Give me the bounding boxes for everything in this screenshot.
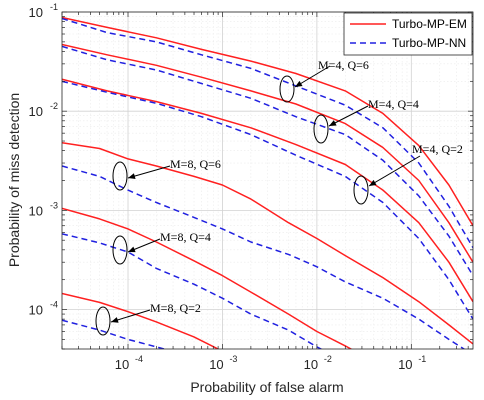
annotation-layer: M=4, Q=6 M=4, Q=4 M=4, Q=2 M=8, Q=6 M=8, Q=4… — [95, 58, 463, 336]
annotation-ellipse — [353, 175, 369, 205]
y-tick-label: 10 — [29, 303, 43, 318]
series-line-em-10 — [62, 292, 220, 349]
annotation-label: M=4, Q=2 — [412, 142, 463, 156]
x-tick-label: 10 — [209, 357, 223, 372]
annotation-arrow — [328, 105, 369, 127]
annotation-arrowhead — [111, 317, 119, 323]
annotation-ellipse — [279, 75, 295, 103]
x-tick-exponent: -4 — [135, 354, 143, 364]
series-line-nn-3 — [62, 45, 473, 276]
ticks-layer: 10 -4 10 -3 10 -2 10 -1 -4 10 -3 10 -2 10 -1 10 — [29, 2, 473, 372]
y-tick-exponent: -2 — [50, 101, 58, 111]
annotation-arrowhead — [128, 173, 136, 179]
x-axis-label: Probability of false alarm — [190, 379, 343, 395]
annotation-ellipse — [313, 114, 329, 144]
x-tick-exponent: -2 — [324, 354, 332, 364]
annotation-ellipse — [112, 161, 128, 191]
annotation-arrowhead — [295, 80, 303, 87]
annotation-arrowhead — [329, 120, 337, 126]
series-line-nn-9 — [62, 233, 323, 349]
x-tick-label: 10 — [304, 357, 318, 372]
annotation-label: M=4, Q=6 — [318, 58, 369, 72]
series-line-nn-5 — [62, 80, 473, 320]
y-axis-label: Probability of miss detection — [6, 93, 22, 267]
x-tick-exponent: -3 — [229, 354, 237, 364]
series-line-em-6 — [62, 142, 473, 345]
y-tick-exponent: -4 — [50, 300, 58, 310]
y-tick-label: 10 — [29, 5, 43, 20]
legend-label-em: Turbo-MP-EM — [392, 17, 467, 31]
annotation-label: M=8, Q=4 — [160, 230, 211, 244]
y-tick-exponent: -1 — [50, 2, 58, 12]
series-line-em-8 — [62, 207, 353, 349]
annotation-arrowhead — [369, 179, 377, 186]
x-tick-label: 10 — [115, 357, 129, 372]
annotation-ellipse — [112, 235, 128, 265]
x-tick-label: 10 — [398, 357, 412, 372]
annotation-label: M=4, Q=4 — [368, 97, 419, 111]
x-tick-exponent: -1 — [418, 354, 426, 364]
annotation-arrow — [127, 165, 171, 179]
y-tick-exponent: -3 — [50, 200, 58, 210]
annotation-label: M=8, Q=2 — [150, 301, 201, 315]
annotation-arrow — [368, 155, 421, 187]
annotation-ellipse — [95, 306, 111, 336]
legend-label-nn: Turbo-MP-NN — [392, 36, 466, 50]
series-line-nn-7 — [62, 165, 466, 349]
legend: Turbo-MP-EM Turbo-MP-NN — [343, 12, 473, 56]
y-tick-label: 10 — [29, 203, 43, 218]
series-line-em-0 — [62, 16, 473, 227]
annotation-label: M=8, Q=6 — [170, 157, 221, 171]
series-line-em-4 — [62, 78, 473, 303]
annotation-arrowhead — [128, 246, 136, 253]
series-line-em-2 — [62, 43, 473, 263]
series-line-nn-11 — [62, 319, 167, 349]
y-tick-label: 10 — [29, 104, 43, 119]
legend-box — [343, 12, 473, 56]
